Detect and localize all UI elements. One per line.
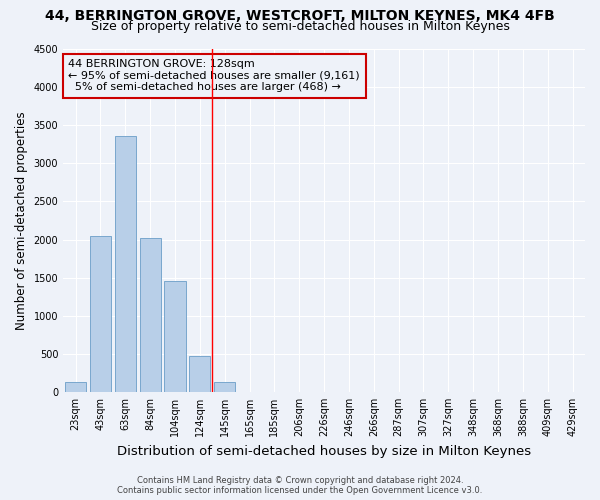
Bar xyxy=(214,382,235,392)
X-axis label: Distribution of semi-detached houses by size in Milton Keynes: Distribution of semi-detached houses by … xyxy=(117,444,531,458)
Bar xyxy=(164,282,185,392)
Text: Size of property relative to semi-detached houses in Milton Keynes: Size of property relative to semi-detach… xyxy=(91,20,509,33)
Bar xyxy=(140,238,161,392)
Text: 44, BERRINGTON GROVE, WESTCROFT, MILTON KEYNES, MK4 4FB: 44, BERRINGTON GROVE, WESTCROFT, MILTON … xyxy=(45,9,555,23)
Text: 44 BERRINGTON GROVE: 128sqm
← 95% of semi-detached houses are smaller (9,161)
  : 44 BERRINGTON GROVE: 128sqm ← 95% of sem… xyxy=(68,60,360,92)
Text: Contains HM Land Registry data © Crown copyright and database right 2024.
Contai: Contains HM Land Registry data © Crown c… xyxy=(118,476,482,495)
Bar xyxy=(115,136,136,392)
Y-axis label: Number of semi-detached properties: Number of semi-detached properties xyxy=(15,111,28,330)
Bar xyxy=(65,382,86,392)
Bar xyxy=(189,356,211,392)
Bar xyxy=(90,236,111,392)
